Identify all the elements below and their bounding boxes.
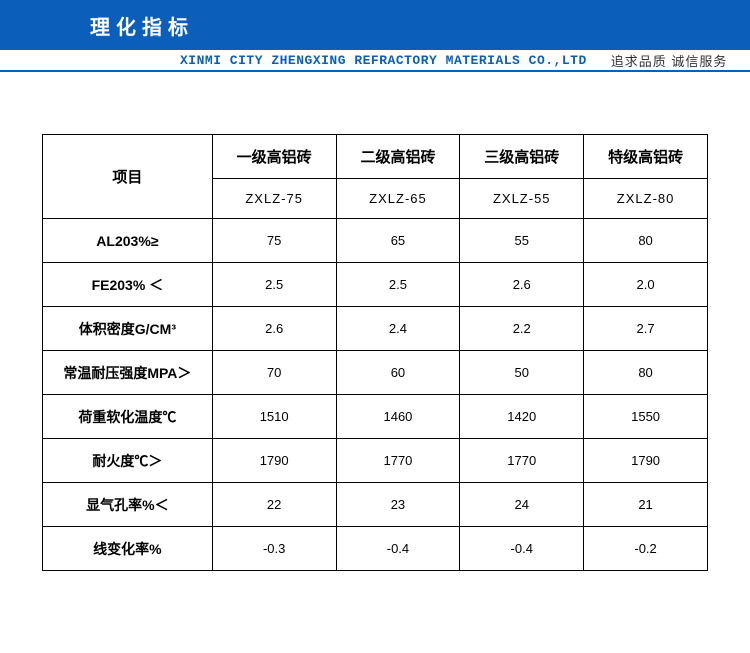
cell: 1460 bbox=[336, 395, 460, 439]
header-title: 理化指标 bbox=[90, 11, 194, 40]
table-row: 荷重软化温度℃ 1510 1460 1420 1550 bbox=[43, 395, 708, 439]
cell: 80 bbox=[584, 219, 708, 263]
table-row: 常温耐压强度MPA＞ 70 60 50 80 bbox=[43, 351, 708, 395]
row-label: 荷重软化温度℃ bbox=[43, 395, 213, 439]
table-row: 耐火度℃＞ 1790 1770 1770 1790 bbox=[43, 439, 708, 483]
cell: 2.0 bbox=[584, 263, 708, 307]
cell: 23 bbox=[336, 483, 460, 527]
cell: 55 bbox=[460, 219, 584, 263]
table-row: FE203% ＜ 2.5 2.5 2.6 2.0 bbox=[43, 263, 708, 307]
col-code: ZXLZ-55 bbox=[460, 179, 584, 219]
cell: 60 bbox=[336, 351, 460, 395]
company-name: XINMI CITY ZHENGXING REFRACTORY MATERIAL… bbox=[180, 53, 587, 68]
cell: 50 bbox=[460, 351, 584, 395]
table-header-row: 项目 一级高铝砖 二级高铝砖 三级高铝砖 特级高铝砖 bbox=[43, 135, 708, 179]
cell: 70 bbox=[212, 351, 336, 395]
table-row: AL203%≥ 75 65 55 80 bbox=[43, 219, 708, 263]
cell: 2.2 bbox=[460, 307, 584, 351]
cell: 2.5 bbox=[212, 263, 336, 307]
header-band: 理化指标 bbox=[0, 0, 750, 50]
cell: 2.6 bbox=[212, 307, 336, 351]
corner-cell: 项目 bbox=[43, 135, 213, 219]
cell: 2.7 bbox=[584, 307, 708, 351]
cell: 24 bbox=[460, 483, 584, 527]
row-label: 耐火度℃＞ bbox=[43, 439, 213, 483]
cell: -0.4 bbox=[460, 527, 584, 571]
sub-header-band: XINMI CITY ZHENGXING REFRACTORY MATERIAL… bbox=[0, 50, 750, 72]
row-label: 体积密度G/CM³ bbox=[43, 307, 213, 351]
row-label: 线变化率% bbox=[43, 527, 213, 571]
cell: 1790 bbox=[212, 439, 336, 483]
cell: 2.6 bbox=[460, 263, 584, 307]
cell: 1790 bbox=[584, 439, 708, 483]
cell: 1550 bbox=[584, 395, 708, 439]
col-header: 三级高铝砖 bbox=[460, 135, 584, 179]
table-row: 线变化率% -0.3 -0.4 -0.4 -0.2 bbox=[43, 527, 708, 571]
col-code: ZXLZ-80 bbox=[584, 179, 708, 219]
cell: 2.5 bbox=[336, 263, 460, 307]
cell: -0.4 bbox=[336, 527, 460, 571]
row-label: 常温耐压强度MPA＞ bbox=[43, 351, 213, 395]
cell: 80 bbox=[584, 351, 708, 395]
table-row: 显气孔率%＜ 22 23 24 21 bbox=[43, 483, 708, 527]
col-header: 特级高铝砖 bbox=[584, 135, 708, 179]
row-label: AL203%≥ bbox=[43, 219, 213, 263]
cell: 22 bbox=[212, 483, 336, 527]
cell: 65 bbox=[336, 219, 460, 263]
tagline: 追求品质 诚信服务 bbox=[611, 51, 728, 70]
cell: 1510 bbox=[212, 395, 336, 439]
row-label: 显气孔率%＜ bbox=[43, 483, 213, 527]
cell: 21 bbox=[584, 483, 708, 527]
cell: 1770 bbox=[336, 439, 460, 483]
spec-table: 项目 一级高铝砖 二级高铝砖 三级高铝砖 特级高铝砖 ZXLZ-75 ZXLZ-… bbox=[42, 134, 708, 571]
cell: 75 bbox=[212, 219, 336, 263]
cell: -0.3 bbox=[212, 527, 336, 571]
cell: 1770 bbox=[460, 439, 584, 483]
table-row: 体积密度G/CM³ 2.6 2.4 2.2 2.7 bbox=[43, 307, 708, 351]
col-code: ZXLZ-65 bbox=[336, 179, 460, 219]
col-code: ZXLZ-75 bbox=[212, 179, 336, 219]
cell: 1420 bbox=[460, 395, 584, 439]
col-header: 一级高铝砖 bbox=[212, 135, 336, 179]
row-label: FE203% ＜ bbox=[43, 263, 213, 307]
cell: -0.2 bbox=[584, 527, 708, 571]
cell: 2.4 bbox=[336, 307, 460, 351]
col-header: 二级高铝砖 bbox=[336, 135, 460, 179]
table-container: 项目 一级高铝砖 二级高铝砖 三级高铝砖 特级高铝砖 ZXLZ-75 ZXLZ-… bbox=[0, 72, 750, 571]
